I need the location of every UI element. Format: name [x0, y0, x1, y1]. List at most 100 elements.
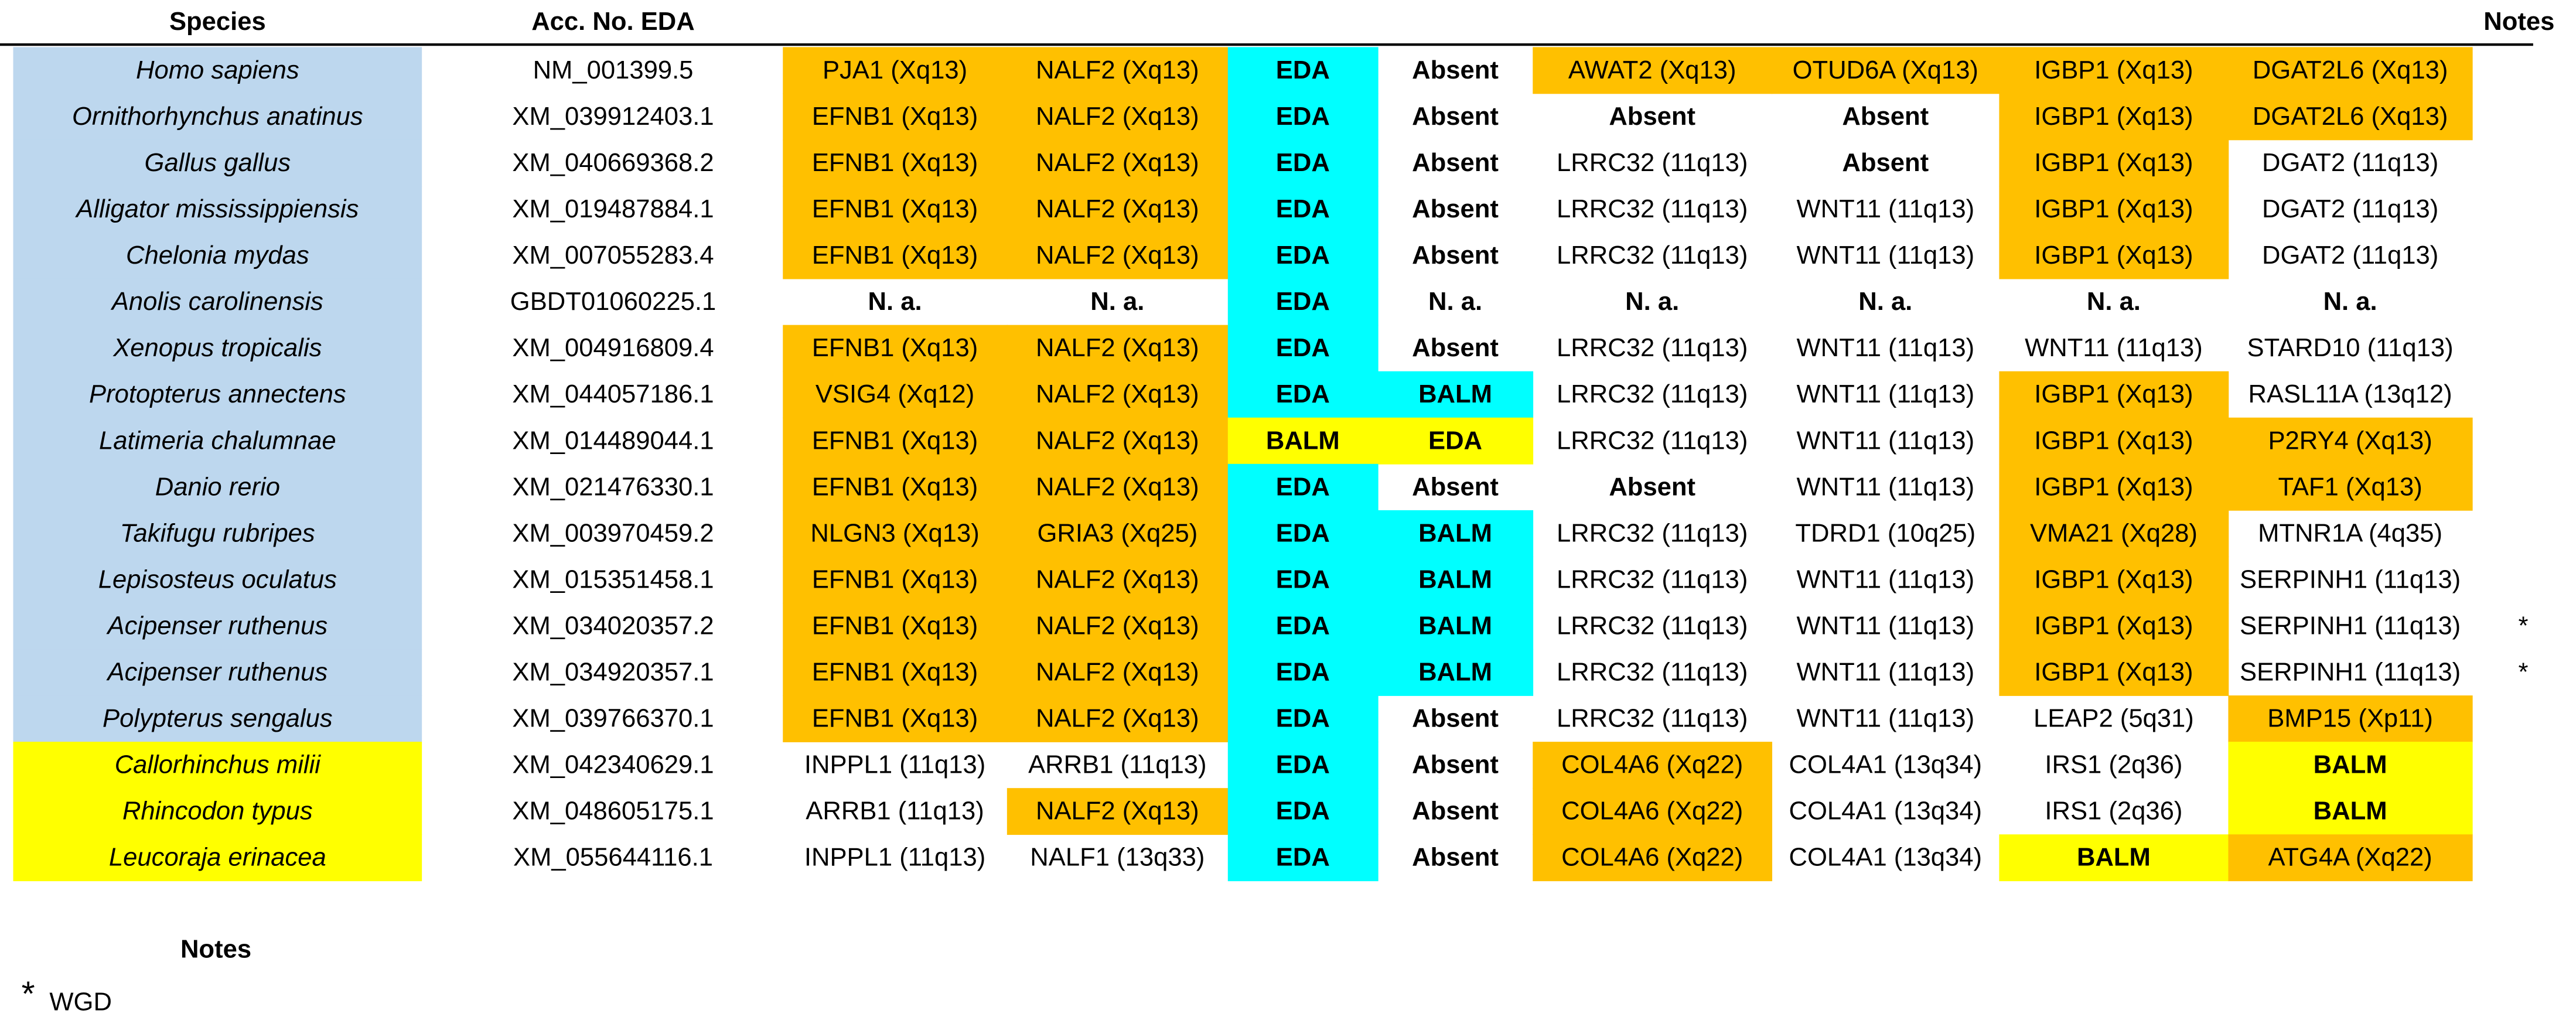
gene-cell: NALF2 (Xq13) — [1036, 103, 1199, 131]
gene-cell: EFNB1 (Xq13) — [812, 473, 978, 501]
cell-bg — [1377, 510, 1534, 557]
gene-cell: Absent — [1412, 473, 1499, 501]
gene-cell: Absent — [1412, 149, 1499, 177]
gene-cell: PJA1 (Xq13) — [823, 56, 967, 84]
gene-cell: WNT11 (11q13) — [1796, 705, 1974, 733]
gene-cell: EDA — [1276, 612, 1330, 640]
species-cell-bg — [13, 463, 422, 511]
gene-cell: COL4A6 (Xq22) — [1561, 797, 1743, 825]
cell-bg — [2228, 417, 2473, 465]
species-name: Leucoraja erinacea — [109, 844, 326, 872]
cell-bg — [2228, 742, 2473, 789]
gene-cell: Absent — [1412, 797, 1499, 825]
cell-bg — [1006, 47, 1229, 94]
gene-cell: Absent — [1412, 56, 1499, 84]
gene-cell: SERPINH1 (11q13) — [2240, 612, 2461, 640]
gene-cell: Absent — [1842, 103, 1929, 131]
accession: XM_019487884.1 — [512, 195, 714, 223]
gene-cell: EDA — [1276, 519, 1330, 547]
species-cell-bg — [13, 47, 422, 94]
cell-bg — [783, 47, 1008, 94]
cell-bg — [783, 325, 1008, 372]
gene-cell: STARD10 (11q13) — [2247, 334, 2454, 362]
gene-cell: WNT11 (11q13) — [2025, 334, 2203, 362]
gene-cell: BALM — [1418, 565, 1492, 593]
gene-cell: EDA — [1428, 427, 1482, 455]
gene-cell: INPPL1 (11q13) — [804, 844, 985, 872]
gene-cell: NALF2 (Xq13) — [1036, 612, 1199, 640]
gene-cell: NALF2 (Xq13) — [1036, 380, 1199, 408]
gene-cell: ATG4A (Xq22) — [2268, 844, 2432, 872]
gene-cell: LRRC32 (11q13) — [1557, 565, 1748, 593]
cell-bg — [2228, 47, 2473, 94]
gene-cell: EDA — [1276, 565, 1330, 593]
cell-bg — [1227, 93, 1379, 141]
gene-cell: NALF2 (Xq13) — [1036, 241, 1199, 269]
species-cell-bg — [13, 93, 422, 141]
species-name: Callorhinchus milii — [115, 751, 322, 779]
gene-cell: IGBP1 (Xq13) — [2034, 103, 2193, 131]
gene-cell: EDA — [1276, 195, 1330, 223]
cell-bg — [783, 556, 1008, 603]
gene-cell: COL4A1 (13q34) — [1789, 797, 1982, 825]
cell-bg — [783, 695, 1008, 742]
cell-bg — [783, 417, 1008, 465]
species-name: Anolis carolinensis — [110, 288, 323, 316]
species-cell-bg — [13, 602, 422, 650]
cell-bg — [1999, 371, 2229, 418]
accession: NM_001399.5 — [533, 56, 694, 84]
species-name: Alligator mississippiensis — [74, 195, 359, 223]
gene-cell: MTNR1A (4q35) — [2258, 519, 2442, 547]
gene-cell: LRRC32 (11q13) — [1557, 658, 1748, 687]
gene-cell: Absent — [1412, 751, 1499, 779]
gene-cell: OTUD6A (Xq13) — [1793, 56, 1978, 84]
cell-bg — [1227, 186, 1379, 233]
gene-cell: EDA — [1276, 658, 1330, 687]
cell-bg — [1772, 47, 2000, 94]
gene-cell: BALM — [1418, 519, 1492, 547]
accession: XM_034920357.1 — [512, 658, 714, 687]
cell-bg — [1227, 510, 1379, 557]
gene-cell: LRRC32 (11q13) — [1557, 195, 1748, 223]
cell-bg — [783, 93, 1008, 141]
gene-cell: VMA21 (Xq28) — [2030, 519, 2198, 547]
accession: GBDT01060225.1 — [510, 288, 716, 316]
gene-cell: P2RY4 (Xq13) — [2268, 427, 2432, 455]
cell-bg — [1227, 463, 1379, 511]
species-cell-bg — [13, 695, 422, 742]
species-cell-bg — [13, 325, 422, 372]
accession: XM_034020357.2 — [512, 612, 714, 640]
cell-bg — [1533, 788, 1773, 835]
header-species: Species — [169, 8, 266, 36]
gene-cell: NALF2 (Xq13) — [1036, 56, 1199, 84]
gene-cell: AWAT2 (Xq13) — [1568, 56, 1736, 84]
cell-bg — [1227, 417, 1379, 465]
gene-cell: IGBP1 (Xq13) — [2034, 565, 2193, 593]
gene-cell: SERPINH1 (11q13) — [2240, 658, 2461, 687]
species-name: Protopterus annectens — [89, 380, 346, 408]
cell-bg — [1006, 695, 1229, 742]
gene-cell: BMP15 (Xp11) — [2267, 705, 2433, 733]
cell-bg — [1533, 834, 1773, 882]
gene-cell: LRRC32 (11q13) — [1557, 241, 1748, 269]
cell-bg — [1999, 834, 2229, 882]
gene-cell: IGBP1 (Xq13) — [2034, 149, 2193, 177]
accession: XM_007055283.4 — [512, 241, 714, 269]
species-name: Latimeria chalumnae — [99, 427, 336, 455]
header-accession: Acc. No. EDA — [531, 8, 695, 36]
cell-bg — [783, 139, 1008, 187]
species-cell-bg — [13, 371, 422, 418]
cell-bg — [1227, 47, 1379, 94]
gene-cell: NALF1 (13q33) — [1030, 844, 1205, 872]
gene-cell: ARRB1 (11q13) — [1028, 751, 1207, 779]
species-name: Homo sapiens — [136, 56, 299, 84]
cell-bg — [1006, 93, 1229, 141]
cell-bg — [1999, 649, 2229, 696]
gene-cell: BALM — [1418, 658, 1492, 687]
cell-bg — [1006, 139, 1229, 187]
species-cell-bg — [13, 417, 422, 465]
gene-cell: COL4A6 (Xq22) — [1561, 844, 1743, 872]
gene-cell: EFNB1 (Xq13) — [812, 705, 978, 733]
cell-bg — [783, 510, 1008, 557]
